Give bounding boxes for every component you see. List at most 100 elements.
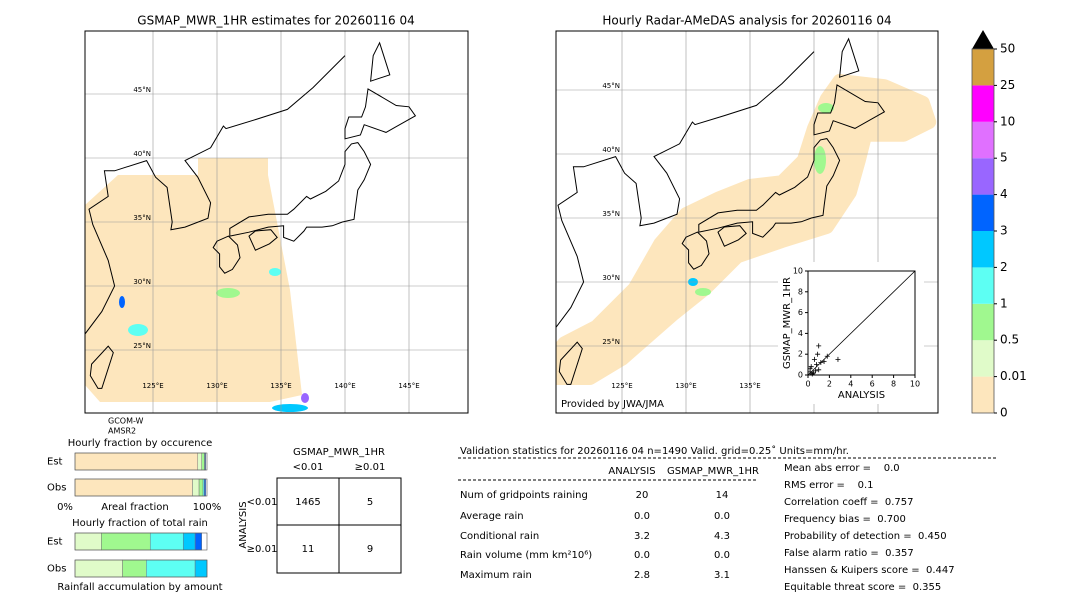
colorbar-label: 0.01 (1000, 369, 1027, 383)
colorbar-segment (972, 85, 994, 122)
coastline (89, 345, 114, 389)
lat-label: 25°N (602, 338, 620, 346)
score: Correlation coeff = 0.757 (784, 497, 914, 508)
x-tick-label: 0 (805, 380, 810, 389)
cell: 4.3 (714, 531, 730, 542)
colorbar-segment (972, 121, 994, 159)
row-header: <0.01 (247, 497, 278, 508)
cell: 0.0 (714, 550, 730, 561)
bar-segment (122, 559, 147, 578)
y-tick-label: 2 (798, 350, 803, 359)
x-tick-label: 2 (827, 380, 832, 389)
colorbar-label: 10 (1000, 114, 1015, 128)
lon-label: 130°E (206, 382, 227, 390)
y-tick-label: 4 (798, 329, 803, 338)
score: Hanssen & Kuipers score = 0.447 (784, 565, 955, 576)
left-map (85, 31, 468, 413)
right-map-frame (555, 30, 939, 414)
scatter-point (835, 356, 841, 362)
coastline (681, 231, 710, 270)
lon-label: 145°E (398, 382, 419, 390)
lat-label: 25°N (133, 342, 151, 350)
x-tick-label: 0% (57, 502, 73, 513)
colorbar-segment (972, 267, 994, 304)
right-map (556, 31, 938, 413)
cell: 14 (716, 490, 729, 501)
scatter-point (810, 370, 816, 376)
colorbar-label: 2 (1000, 260, 1008, 274)
coastline (344, 88, 417, 140)
bar-segment (101, 532, 151, 551)
table-title: GSMAP_MWR_1HR (293, 447, 385, 458)
sensor-label: GCOM-W (108, 417, 144, 426)
coastline (698, 138, 841, 238)
cell: 2.8 (634, 570, 650, 581)
x-tick-label: 8 (891, 380, 896, 389)
coastline (370, 41, 391, 82)
credit: Provided by JWA/JMA (561, 399, 664, 410)
cell: 20 (636, 490, 649, 501)
cell: 3.2 (634, 531, 650, 542)
x-axis-label: Rainfall accumulation by amount (57, 582, 222, 593)
score: Equitable threat score = 0.355 (784, 582, 941, 593)
y-tick-label: 6 (798, 308, 803, 317)
lat-label: 45°N (133, 86, 151, 94)
lat-label: 40°N (133, 150, 151, 158)
x-axis-label: Areal fraction (101, 502, 168, 513)
colorbar-label: 0 (1000, 406, 1008, 420)
bar-segment (74, 452, 199, 471)
scatter-point (811, 356, 817, 362)
validation: Validation statistics for 20260116 04 n=… (458, 445, 996, 481)
y-tick-label: 0 (798, 371, 803, 380)
x-tick-label: 10 (910, 380, 920, 389)
col-header: <0.01 (293, 462, 324, 473)
coastline (212, 235, 241, 274)
validation-header: Validation statistics for 20260116 04 n=… (460, 445, 849, 457)
cell: 0.0 (714, 511, 730, 522)
bar-frame (74, 532, 208, 551)
coastline (556, 51, 815, 329)
scatter-point (814, 362, 820, 368)
lat-label: 30°N (602, 274, 620, 282)
colorbar-label: 1 (1000, 296, 1008, 310)
category-label: Obs (47, 564, 66, 575)
col-header: ≥0.01 (355, 462, 386, 473)
colorbar-label: 50 (1000, 42, 1015, 56)
colorbar-extend (972, 30, 994, 49)
cell: 9 (367, 544, 373, 555)
scatter-point (807, 366, 813, 372)
bar-segment (192, 478, 200, 497)
coastline (839, 37, 860, 78)
column-header: ANALYSIS (608, 466, 655, 477)
score: Probability of detection = 0.450 (784, 531, 947, 542)
plot-frame (807, 270, 916, 376)
cell: 1465 (295, 497, 320, 508)
colorbar-segment (972, 303, 994, 341)
scatter-point (809, 371, 815, 377)
lat-label: 35°N (133, 214, 151, 222)
contingency-table: GSMAP_MWR_1HR <0.01 ≥0.01 ANALYSIS <0.01… (238, 447, 402, 574)
bar-segment (74, 559, 123, 578)
row-label: Maximum rain (460, 570, 532, 581)
colorbar-segment (972, 194, 994, 231)
lat-label: 35°N (602, 210, 620, 218)
scatter-point (824, 353, 830, 359)
colorbar-label: 4 (1000, 187, 1008, 201)
left-map-title: GSMAP_MWR_1HR estimates for 20260116 04 (137, 14, 414, 28)
colorbar-segment (972, 340, 994, 377)
bar-segment (182, 532, 196, 551)
chart-title: Hourly fraction of total rain (72, 518, 208, 529)
row-label: Average rain (460, 511, 524, 522)
y-tick-label: 8 (798, 287, 803, 296)
lon-label: 135°E (739, 382, 760, 390)
score: Mean abs error = 0.0 (784, 463, 900, 474)
bar-segment (194, 532, 202, 551)
coastline (813, 84, 886, 136)
lat-label: 40°N (602, 146, 620, 154)
lat-label: 30°N (133, 278, 151, 286)
sensor-label: AMSR2 (108, 427, 136, 436)
lon-label: 140°E (334, 382, 355, 390)
bar-segment (74, 532, 102, 551)
colorbar-segment (972, 49, 994, 86)
x-tick-label: 4 (848, 380, 853, 389)
